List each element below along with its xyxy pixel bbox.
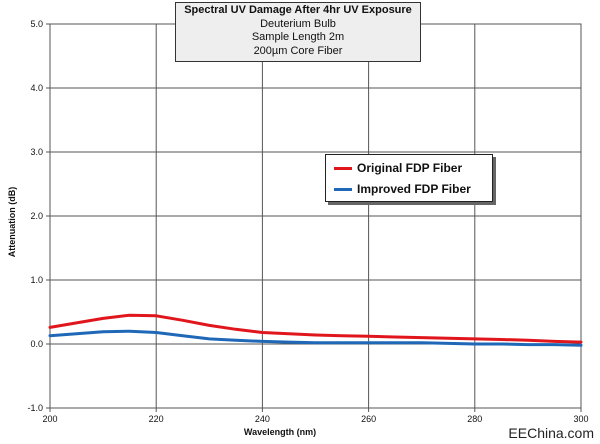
legend-entry-original: Original FDP Fiber bbox=[334, 160, 462, 176]
x-tick-label: 220 bbox=[149, 414, 164, 424]
tick-labels: 200 220 240 260 280 300 -1.0 0.0 1.0 2.0 3.0 4.0 5.0 bbox=[27, 19, 588, 424]
chart-subtitle-length: Sample Length 2m bbox=[251, 31, 345, 43]
series-line-original bbox=[48, 313, 583, 344]
legend-swatch-improved bbox=[334, 187, 352, 191]
x-tick-label: 300 bbox=[573, 414, 588, 424]
series-line-improved bbox=[48, 329, 583, 347]
legend-label-original: Original FDP Fiber bbox=[357, 161, 463, 175]
y-tick-label: 1.0 bbox=[30, 275, 43, 285]
series-lines bbox=[48, 313, 583, 347]
legend-label-improved: Improved FDP Fiber bbox=[357, 182, 471, 196]
chart-title-box: Spectral UV Damage After 4hr UV Exposure… bbox=[175, 2, 421, 62]
chart-subtitle-bulb: Deuterium Bulb bbox=[260, 17, 336, 30]
x-tick-label: 260 bbox=[361, 414, 376, 424]
chart-subtitle-core: 200µm Core Fiber bbox=[253, 44, 343, 57]
y-tick-label: 0.0 bbox=[30, 339, 43, 349]
legend-entry-improved: Improved FDP Fiber bbox=[334, 181, 471, 197]
y-tick-label: 3.0 bbox=[30, 147, 43, 157]
chart-title: Spectral UV Damage After 4hr UV Exposure bbox=[184, 4, 412, 16]
x-tick-label: 200 bbox=[42, 414, 57, 424]
y-tick-label: 4.0 bbox=[30, 83, 43, 93]
y-tick-label: -1.0 bbox=[27, 403, 43, 413]
legend-swatch-original bbox=[334, 166, 352, 170]
y-axis-label: Attenuation (dB) bbox=[7, 187, 17, 257]
y-tick-label: 5.0 bbox=[30, 19, 43, 29]
chart-legend: Original FDP Fiber Improved FDP Fiber bbox=[325, 154, 493, 202]
watermark-text: EEChina.com bbox=[508, 425, 594, 441]
x-axis-label: Wavelength (nm) bbox=[244, 427, 316, 437]
x-tick-label: 240 bbox=[255, 414, 270, 424]
y-tick-label: 2.0 bbox=[30, 211, 43, 221]
x-tick-label: 280 bbox=[467, 414, 482, 424]
